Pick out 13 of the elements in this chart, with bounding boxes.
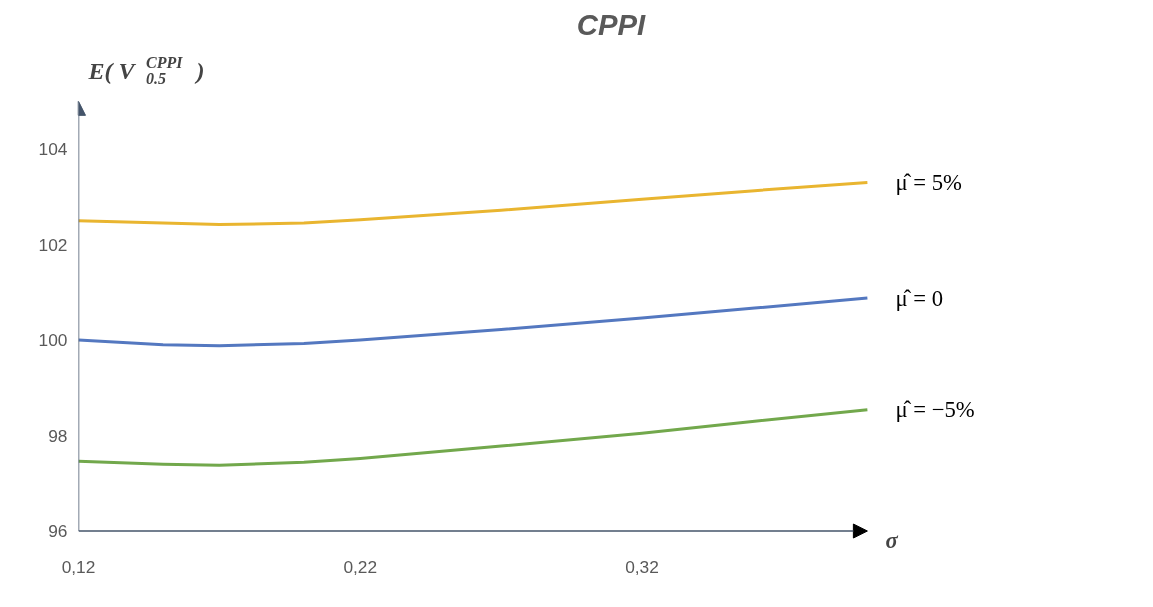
x-tick-label: 0,22 [343, 556, 378, 577]
y-tick-label: 100 [38, 330, 68, 351]
x-tick-label: 0,32 [625, 556, 659, 577]
y-tick-label: 96 [48, 521, 68, 542]
chart-title: CPPI [576, 7, 647, 41]
series-label: μ̂ = −5% [895, 397, 975, 423]
series-label: μ̂ = 5% [895, 170, 962, 196]
series-label: μ̂ = 0 [895, 285, 943, 311]
y-tick-label: 98 [48, 425, 68, 446]
x-axis-title: σ [885, 528, 899, 554]
x-tick-label: 0,12 [61, 556, 96, 577]
y-tick-label: 104 [38, 139, 68, 160]
y-tick-label: 102 [38, 234, 68, 255]
